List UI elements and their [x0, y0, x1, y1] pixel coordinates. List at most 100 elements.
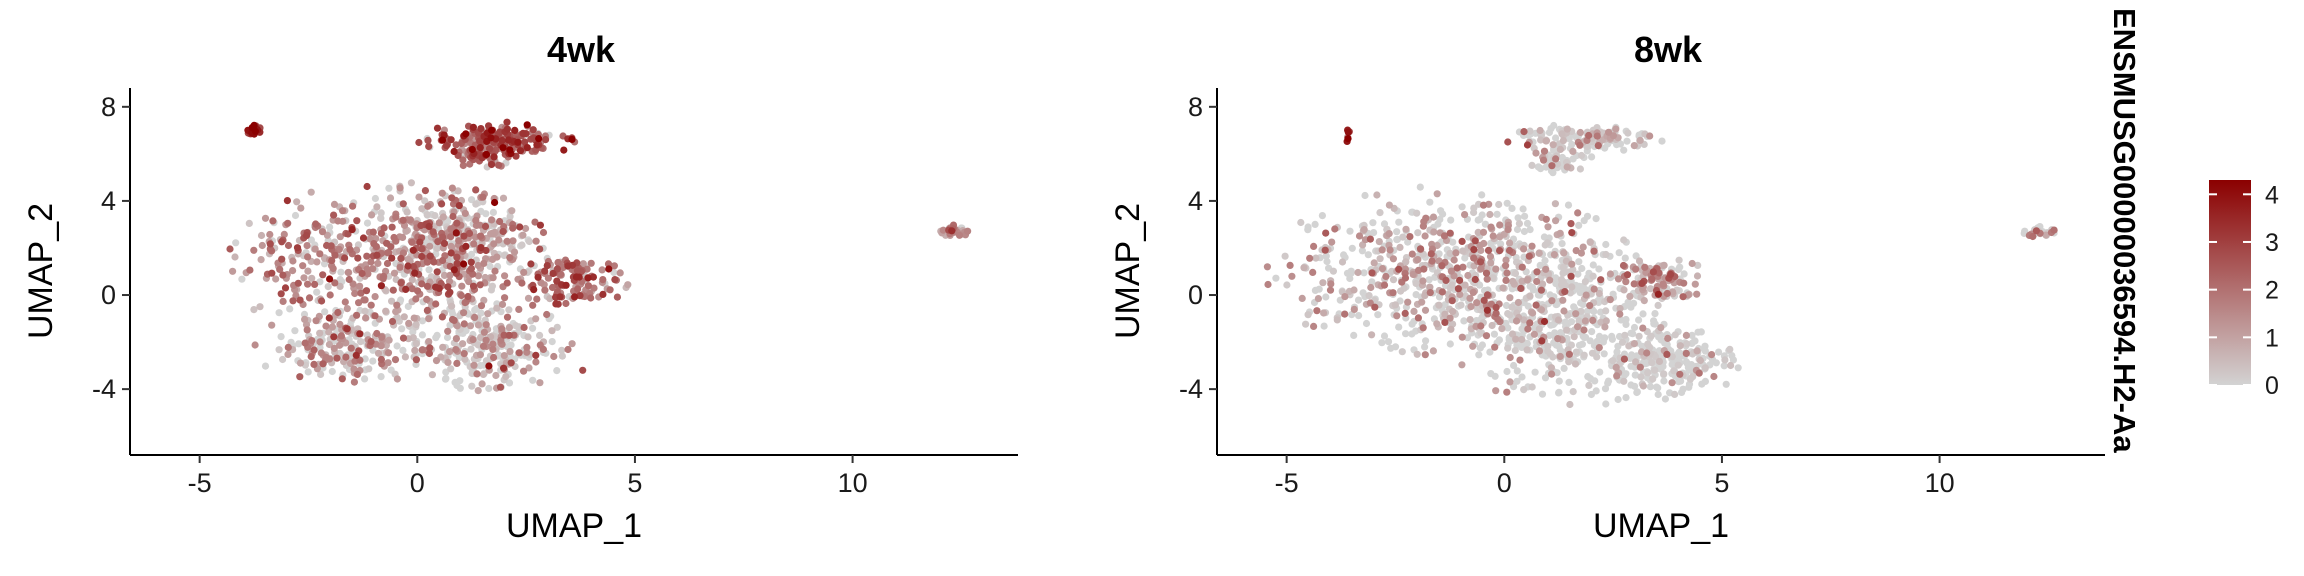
scatter-point	[510, 248, 519, 256]
color-legend: 0 1 2 3 4 ENSMUSG00000036594.H2-Aa	[2107, 8, 2279, 453]
scatter-point	[1537, 165, 1545, 173]
scatter-point	[1729, 356, 1737, 364]
x-tick-label: 10	[1925, 468, 1955, 498]
scatter-point	[326, 275, 334, 283]
scatter-point	[1542, 137, 1551, 145]
scatter-point	[1557, 276, 1566, 284]
scatter-point	[1555, 389, 1563, 397]
scatter-point	[1449, 238, 1457, 246]
scatter-point	[453, 219, 461, 227]
scatter-point	[564, 345, 572, 354]
scatter-point	[1374, 311, 1382, 319]
scatter-point	[1537, 136, 1545, 144]
scatter-point	[401, 353, 409, 361]
scatter-point	[1498, 325, 1506, 333]
scatter-point	[489, 345, 497, 353]
scatter-point	[485, 384, 493, 393]
scatter-point	[1322, 293, 1330, 301]
scatter-point	[432, 283, 440, 291]
scatter-point	[519, 129, 527, 137]
scatter-point	[448, 315, 457, 324]
scatter-point	[1548, 370, 1556, 378]
scatter-point	[1458, 361, 1466, 369]
scatter-point	[1440, 232, 1449, 240]
scatter-point	[283, 197, 291, 205]
scatter-point	[536, 331, 544, 339]
scatter-point	[1622, 394, 1630, 402]
scatter-point	[324, 283, 332, 291]
scatter-point	[403, 208, 411, 216]
scatter-point	[1373, 191, 1381, 199]
scatter-point	[1618, 338, 1627, 346]
scatter-point	[1389, 289, 1397, 297]
legend-tick-label: 0	[2265, 372, 2279, 400]
scatter-point	[279, 355, 287, 364]
scatter-point	[1663, 341, 1671, 349]
scatter-point	[1447, 325, 1455, 333]
scatter-point	[371, 194, 379, 203]
legend-tick-label: 1	[2265, 324, 2279, 352]
scatter-point	[1466, 294, 1474, 302]
scatter-point	[1366, 299, 1374, 307]
scatter-point	[477, 232, 485, 240]
scatter-point	[1503, 199, 1511, 207]
scatter-point	[1385, 230, 1393, 238]
scatter-point	[1466, 316, 1474, 324]
scatter-point	[1389, 255, 1397, 263]
scatter-point	[439, 343, 447, 351]
scatter-point	[1595, 289, 1603, 298]
scatter-point	[250, 306, 258, 314]
scatter-point	[476, 144, 484, 152]
scatter-point	[1378, 246, 1386, 254]
scatter-point	[1586, 238, 1594, 246]
scatter-point	[1663, 289, 1671, 298]
scatter-point	[1691, 280, 1699, 288]
scatter-point	[1404, 298, 1412, 306]
scatter-point	[454, 187, 462, 195]
scatter-point	[1470, 208, 1478, 217]
scatter-point	[369, 357, 377, 365]
scatter-point	[1605, 128, 1613, 136]
scatter-point	[505, 324, 513, 332]
scatter-point	[1298, 294, 1306, 302]
scatter-point	[1496, 221, 1504, 229]
scatter-point	[1651, 320, 1659, 328]
scatter-point	[1422, 337, 1430, 345]
legend-tick-label: 4	[2265, 181, 2279, 209]
scatter-point	[289, 257, 297, 265]
scatter-point	[1414, 256, 1422, 264]
scatter-point	[307, 353, 315, 361]
scatter-point	[486, 145, 494, 153]
scatter-point	[1616, 304, 1624, 313]
scatter-point	[277, 290, 285, 298]
scatter-point	[302, 232, 311, 240]
scatter-point	[1486, 252, 1495, 261]
scatter-point	[1489, 274, 1497, 282]
scatter-point	[258, 241, 266, 250]
scatter-point	[1520, 386, 1528, 394]
scatter-point	[1638, 279, 1646, 287]
scatter-point	[1412, 279, 1420, 288]
scatter-point	[1558, 130, 1566, 138]
scatter-point	[341, 298, 349, 306]
scatter-point	[1320, 322, 1328, 330]
scatter-point	[1364, 251, 1372, 259]
scatter-point	[1581, 317, 1589, 325]
scatter-point	[428, 371, 436, 379]
scatter-point	[300, 274, 308, 282]
scatter-points-4wk	[226, 118, 972, 395]
scatter-point	[1643, 349, 1651, 357]
scatter-point	[1533, 268, 1541, 276]
scatter-point	[532, 315, 540, 323]
scatter-point	[1561, 288, 1569, 296]
scatter-point	[1554, 316, 1563, 324]
scatter-point	[1306, 254, 1314, 262]
scatter-point	[1344, 135, 1352, 143]
scatter-point	[311, 245, 319, 253]
scatter-point	[412, 321, 420, 329]
scatter-point	[337, 332, 345, 340]
scatter-point	[445, 277, 454, 285]
scatter-point	[1679, 293, 1687, 301]
scatter-point	[1338, 258, 1347, 266]
